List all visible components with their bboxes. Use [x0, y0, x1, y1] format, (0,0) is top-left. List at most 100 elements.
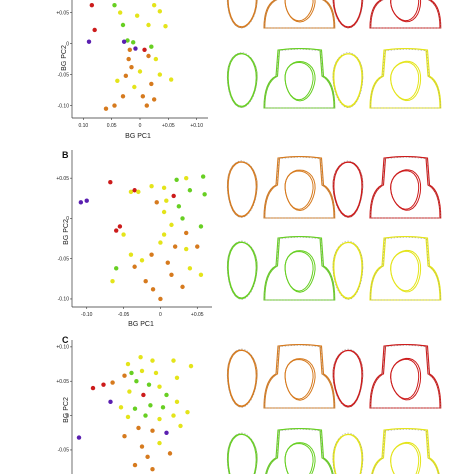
mean-oval-outline [332, 160, 364, 218]
data-point-orange [167, 451, 173, 456]
data-point-green [148, 403, 153, 408]
data-point-yellow [188, 363, 194, 369]
y-tick-label: +0.10 [56, 345, 69, 351]
y-tick-label: -0.05 [58, 448, 70, 454]
data-point-yellow [187, 266, 193, 271]
orange-inner-ring [284, 358, 314, 400]
y-axis-label: BG PC2 [63, 219, 70, 245]
data-point-yellow [157, 9, 163, 14]
data-point-red [90, 385, 96, 391]
mean-oval-outline [226, 0, 258, 29]
data-point-orange [132, 264, 137, 269]
mean-oval-outline [332, 348, 364, 408]
red-oval-outline [333, 349, 363, 407]
data-point-yellow [157, 416, 162, 422]
data-point-yellow [125, 361, 131, 367]
data-point-yellow [184, 246, 189, 252]
x-tick-label: -0.05 [118, 312, 130, 318]
red-oval-outline [332, 349, 364, 408]
data-point-green [176, 204, 182, 209]
data-point-yellow [174, 399, 180, 405]
red-oval-outline [332, 0, 364, 29]
data-point-orange [144, 103, 149, 108]
data-point-green [180, 216, 185, 221]
y-tick-label: -0.10 [58, 103, 70, 109]
data-point-yellow [163, 24, 168, 29]
panel-label: B [62, 150, 69, 160]
x-tick-label: 0 [139, 123, 142, 129]
data-point-yellow [161, 209, 167, 215]
green-oval-outline [226, 241, 258, 300]
panel-label: C [62, 335, 69, 345]
y-tick-label: +0.05 [56, 176, 69, 182]
data-point-orange [103, 106, 109, 111]
orange-flask-outline [264, 343, 336, 409]
yellow-oval-outline [333, 433, 363, 474]
data-point-green [112, 2, 117, 8]
data-point-green [132, 406, 138, 411]
scatter-panel-c: C BG PC2 +0.10 +0.05 0 -0.05 [56, 335, 194, 474]
mean-flask-outline [370, 0, 441, 29]
y-tick-label: -0.10 [58, 297, 70, 303]
y-axis-label: BG PC2 [63, 397, 70, 423]
mean-flask-outline [265, 429, 333, 474]
data-point-orange [139, 444, 145, 449]
data-point-orange [180, 284, 185, 290]
data-point-orange [123, 73, 129, 79]
data-point-yellow [138, 354, 143, 360]
data-point-orange [150, 287, 156, 292]
data-point-green [114, 266, 119, 271]
data-point-yellow [128, 252, 134, 257]
data-point-purple [76, 435, 82, 440]
data-point-yellow [198, 272, 204, 277]
yellow-oval-outline [333, 241, 363, 299]
data-point-yellow [118, 405, 124, 410]
data-point-yellow [115, 78, 120, 84]
yellow-flask-outline [370, 47, 442, 109]
data-point-yellow [153, 370, 159, 376]
mean-flask-outline [264, 0, 335, 29]
red-inner-ring [390, 0, 422, 23]
data-point-yellow [136, 189, 141, 195]
x-tick-label: +0.05 [191, 312, 204, 318]
data-point-green [129, 370, 134, 376]
data-point-red [114, 228, 119, 233]
data-point-orange [149, 252, 154, 257]
data-point-orange [154, 200, 159, 205]
red-inner-ring [390, 169, 422, 211]
y-tick-label: -0.05 [58, 256, 70, 262]
data-point-green [174, 177, 179, 182]
data-point-red [101, 382, 106, 387]
data-point-green [198, 224, 204, 229]
data-point-orange [169, 272, 174, 277]
red-inner-ring [390, 170, 420, 210]
yellow-oval-outline [332, 53, 364, 108]
yellow-inner-ring [390, 60, 422, 102]
mean-oval-outline [226, 348, 258, 408]
data-point-purple [133, 46, 138, 51]
y-tick-label: 0 [66, 413, 69, 419]
data-point-green [143, 413, 148, 418]
data-point-yellow [125, 414, 131, 420]
data-point-red [92, 27, 97, 33]
data-point-purple [84, 198, 89, 203]
yellow-oval-outline [332, 433, 364, 474]
data-point-orange [136, 425, 141, 431]
data-point-yellow [139, 258, 145, 263]
green-oval-outline [226, 433, 258, 474]
data-point-green [187, 188, 193, 193]
data-point-orange [129, 64, 134, 70]
data-point-orange [158, 296, 163, 302]
data-point-red [171, 193, 176, 199]
data-point-yellow [132, 84, 137, 90]
green-inner-ring [284, 250, 314, 292]
mean-oval-outline [226, 160, 258, 218]
green-inner-ring [284, 250, 316, 293]
data-point-orange [150, 466, 155, 472]
mean-flask-outline [264, 157, 335, 219]
data-point-orange [120, 94, 126, 99]
data-point-yellow [146, 22, 151, 28]
data-point-orange [140, 94, 146, 99]
data-point-yellow [128, 189, 134, 195]
y-tick-label: +0.05 [56, 10, 69, 16]
